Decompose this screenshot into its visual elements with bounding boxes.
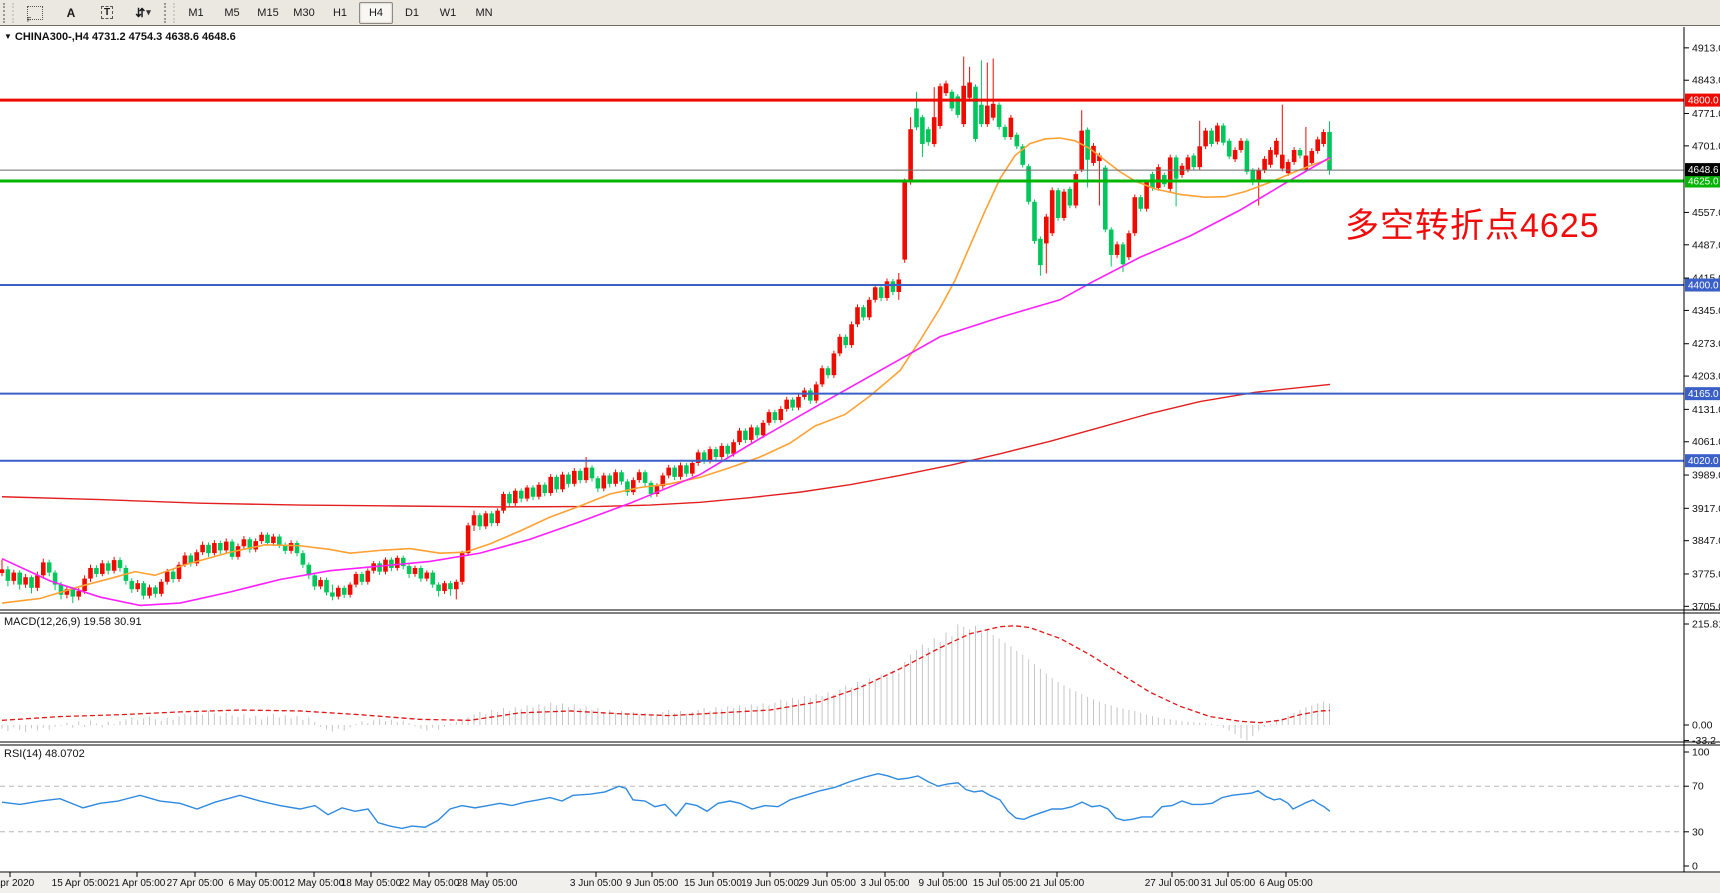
svg-text:18 May 05:00: 18 May 05:00 (341, 878, 402, 889)
svg-text:4557.0: 4557.0 (1692, 207, 1720, 219)
svg-text:0: 0 (1692, 861, 1698, 873)
svg-text:-33.2: -33.2 (1692, 735, 1716, 747)
svg-text:4843.0: 4843.0 (1692, 75, 1720, 87)
svg-text:9 Jun 05:00: 9 Jun 05:00 (626, 878, 679, 889)
svg-text:29 Jun 05:00: 29 Jun 05:00 (798, 878, 856, 889)
svg-text:6 May 05:00: 6 May 05:00 (228, 878, 283, 889)
svg-text:3775.0: 3775.0 (1692, 568, 1720, 580)
ma-slow-line (1, 383, 1331, 508)
svg-text:4345.0: 4345.0 (1692, 305, 1720, 317)
svg-text:215.81: 215.81 (1692, 619, 1720, 631)
candles (0, 56, 1332, 604)
text-label-icon[interactable]: A (66, 5, 76, 20)
toolbar-grip[interactable] (3, 2, 14, 23)
arrows-icon: ⇵ (135, 5, 146, 20)
text-box-icon: T (100, 6, 114, 19)
svg-text:3 Jun 05:00: 3 Jun 05:00 (570, 878, 623, 889)
ma-mid-line (1, 156, 1331, 607)
svg-text:4701.0: 4701.0 (1692, 140, 1720, 152)
svg-text:4165.0: 4165.0 (1688, 389, 1719, 400)
macd-indicator-label: MACD(12,26,9) 19.58 30.91 (4, 616, 142, 628)
svg-text:6 Aug 05:00: 6 Aug 05:00 (1259, 878, 1313, 889)
svg-text:15 Apr 05:00: 15 Apr 05:00 (52, 878, 109, 889)
chart-grid-icon: F (27, 5, 43, 24)
collapse-icon[interactable]: ▼ (4, 32, 12, 41)
timeframe-button-w1[interactable]: W1 (439, 6, 457, 19)
svg-text:27 Apr 05:00: 27 Apr 05:00 (167, 878, 224, 889)
svg-text:19 Jun 05:00: 19 Jun 05:00 (741, 878, 799, 889)
symbol-ohlc-text: CHINA300-,H4 4731.2 4754.3 4638.6 4648.6 (14, 31, 236, 43)
svg-text:31 Jul 05:00: 31 Jul 05:00 (1201, 878, 1256, 889)
chart-annotation-text[interactable]: 多空转折点4625 (1345, 207, 1600, 245)
svg-text:100: 100 (1692, 747, 1710, 759)
svg-text:15 Jul 05:00: 15 Jul 05:00 (973, 878, 1028, 889)
timeframe-button-h1[interactable]: H1 (332, 6, 348, 19)
macd-panel (1, 624, 1331, 741)
svg-text:21 Jul 05:00: 21 Jul 05:00 (1030, 878, 1085, 889)
svg-text:3 Jul 05:00: 3 Jul 05:00 (861, 878, 910, 889)
svg-text:4487.0: 4487.0 (1692, 239, 1720, 251)
svg-text:4771.0: 4771.0 (1692, 108, 1720, 120)
svg-text:12 May 05:00: 12 May 05:00 (284, 878, 345, 889)
timeframe-button-m1[interactable]: M1 (188, 6, 204, 19)
timeframe-button-m30[interactable]: M30 (293, 6, 315, 19)
svg-text:3917.0: 3917.0 (1692, 503, 1720, 515)
rsi-line (1, 772, 1331, 830)
timeframe-button-h4[interactable]: H4 (359, 1, 393, 24)
chart-grid-icon[interactable]: F (18, 2, 52, 24)
svg-text:22 May 05:00: 22 May 05:00 (399, 878, 460, 889)
timeframe-button-d1[interactable]: D1 (404, 6, 420, 19)
rsi-panel (0, 772, 1684, 833)
svg-text:21 Apr 05:00: 21 Apr 05:00 (109, 878, 166, 889)
svg-text:3847.0: 3847.0 (1692, 535, 1720, 547)
rsi-indicator-label: RSI(14) 48.0702 (4, 748, 85, 760)
svg-text:4800.0: 4800.0 (1688, 96, 1719, 107)
toolbar: F A T ⇵ ▾ M1 M5 M15 M30 H1 H4 D1 W1 MN (0, 0, 1720, 26)
price-axis: 4913.04843.04771.04701.04557.04487.04415… (1683, 27, 1720, 873)
chevron-down-icon[interactable]: ▾ (146, 7, 151, 17)
arrows-icon[interactable]: ⇵ ▾ (126, 2, 160, 24)
svg-text:4203.0: 4203.0 (1692, 371, 1720, 383)
text-box-icon[interactable]: T (90, 2, 124, 24)
svg-text:4273.0: 4273.0 (1692, 338, 1720, 350)
macd-signal-line (1, 625, 1331, 724)
svg-text:4400.0: 4400.0 (1688, 281, 1719, 292)
svg-text:4020.0: 4020.0 (1688, 456, 1719, 467)
svg-text:30: 30 (1692, 826, 1704, 838)
svg-text:4625.0: 4625.0 (1688, 177, 1719, 188)
svg-text:28 May 05:00: 28 May 05:00 (457, 878, 518, 889)
timeframe-button-mn[interactable]: MN (475, 6, 493, 19)
svg-text:4061.0: 4061.0 (1692, 436, 1720, 448)
svg-text:4648.6: 4648.6 (1688, 165, 1719, 176)
svg-text:70: 70 (1692, 781, 1704, 793)
toolbar-grip[interactable] (164, 2, 175, 23)
timeframe-button-m5[interactable]: M5 (224, 6, 240, 19)
timeframe-button-m15[interactable]: M15 (257, 6, 279, 19)
svg-text:9 Apr 2020: 9 Apr 2020 (0, 878, 35, 889)
svg-text:3705.0: 3705.0 (1692, 601, 1720, 613)
svg-text:27 Jul 05:00: 27 Jul 05:00 (1145, 878, 1200, 889)
svg-text:0.00: 0.00 (1692, 720, 1713, 732)
svg-text:3989.0: 3989.0 (1692, 470, 1720, 482)
svg-text:9 Jul 05:00: 9 Jul 05:00 (919, 878, 968, 889)
svg-text:15 Jun 05:00: 15 Jun 05:00 (684, 878, 742, 889)
svg-text:4913.0: 4913.0 (1692, 42, 1720, 54)
svg-text:4131.0: 4131.0 (1692, 404, 1720, 416)
symbol-ohlc-line[interactable]: ▼ CHINA300-,H4 4731.2 4754.3 4638.6 4648.… (4, 31, 236, 43)
price-panel (0, 56, 1684, 607)
